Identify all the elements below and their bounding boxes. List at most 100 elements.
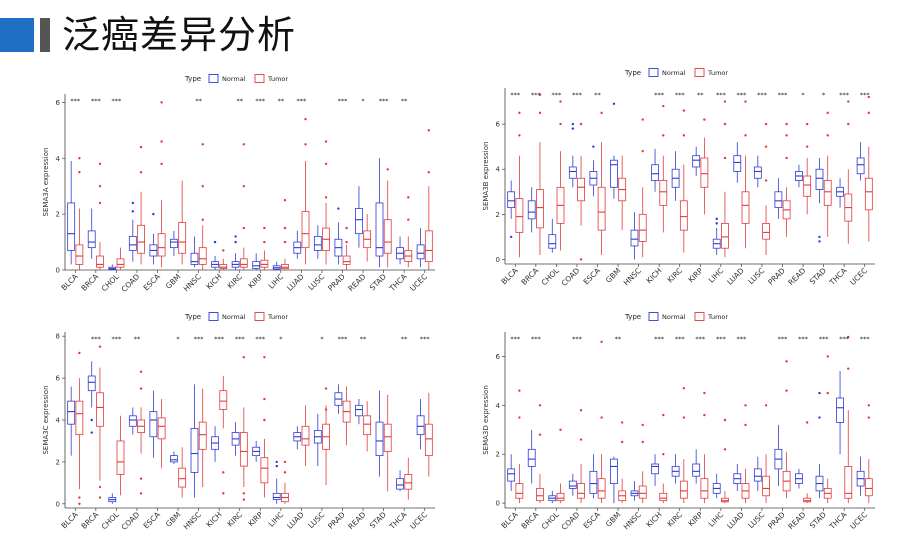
x-tick-label: HNSC <box>182 272 203 293</box>
box-normal <box>671 454 680 484</box>
outlier-point <box>620 440 624 444</box>
box-body <box>803 175 812 197</box>
outlier-point <box>579 409 583 412</box>
significance-label: *** <box>531 335 542 343</box>
box-tumor <box>281 460 289 504</box>
box-normal <box>231 235 240 270</box>
significance-label: *** <box>860 335 871 343</box>
outlier-point <box>324 140 328 143</box>
box-normal <box>774 178 783 219</box>
outlier-point <box>242 355 246 359</box>
box-body <box>597 478 606 499</box>
outlier-point <box>559 122 562 126</box>
outlier-point <box>703 413 706 417</box>
x-tick-label: READ <box>346 510 367 531</box>
outlier-point <box>304 117 307 121</box>
outlier-point <box>579 438 583 441</box>
outlier-point <box>98 345 102 348</box>
x-tick-label: THCA <box>827 265 849 287</box>
outlier-point <box>98 162 102 166</box>
box-body <box>252 261 261 270</box>
outlier-point <box>641 149 644 153</box>
outlier-point <box>518 134 521 137</box>
x-tick-label: UCEC <box>408 510 429 531</box>
x-tick-label: BLCA <box>59 271 80 292</box>
x-tick-label: STAD <box>368 272 388 292</box>
box-normal <box>836 371 844 455</box>
x-tick-label: GBM <box>164 510 183 529</box>
box-tumor <box>577 409 585 504</box>
significance-label: *** <box>675 91 686 99</box>
outlier-point <box>78 157 81 160</box>
x-tick-label: COAD <box>559 266 581 288</box>
box-tumor <box>762 404 770 504</box>
box-body <box>281 264 289 270</box>
chart-panel-sema3d: Type Normal Tumor 0 2 4 6 SEMA3D expression BLCA… <box>465 308 885 550</box>
x-tick-label: COAD <box>559 510 581 532</box>
box-normal <box>610 102 618 199</box>
box-normal <box>231 422 240 456</box>
significance-label: *** <box>338 97 349 105</box>
box-body <box>638 485 647 499</box>
x-tick-label: STAD <box>808 266 828 286</box>
box-body <box>342 255 351 265</box>
y-tick-label: 4 <box>56 417 61 425</box>
box-tumor <box>75 157 84 270</box>
box-tumor <box>178 447 187 498</box>
outlier-point <box>518 111 521 115</box>
box-tumor <box>137 145 145 265</box>
outlier-point <box>662 453 665 456</box>
box-body <box>355 208 363 235</box>
y-tick-label: 6 <box>496 353 501 361</box>
outlier-point <box>518 389 521 392</box>
outlier-point <box>620 421 624 424</box>
outlier-point <box>509 235 513 239</box>
box-body <box>157 417 166 440</box>
box-tumor <box>638 423 647 504</box>
box-normal <box>334 207 343 265</box>
box-tumor <box>844 335 853 504</box>
box-body <box>416 244 425 260</box>
box-tumor <box>803 122 812 215</box>
significance-label: ** <box>401 97 408 105</box>
outlier-point <box>764 122 768 126</box>
box-normal <box>272 460 281 504</box>
x-tick-label: KIRP <box>246 510 265 529</box>
box-body <box>700 478 709 499</box>
box-tumor <box>556 100 565 251</box>
box-tumor <box>404 196 413 268</box>
legend-tumor-swatch <box>694 68 705 77</box>
significance-label: *** <box>194 335 205 343</box>
significance-label: *** <box>510 91 521 99</box>
legend-tumor-label: Tumor <box>707 313 728 321</box>
box-body <box>239 258 248 268</box>
outlier-point <box>345 240 348 244</box>
box-tumor <box>515 389 524 504</box>
x-tick-label: READ <box>786 266 807 287</box>
box-normal <box>856 142 865 181</box>
box-normal <box>733 142 742 183</box>
box-tumor <box>342 226 351 270</box>
significance-label: *** <box>695 335 706 343</box>
box-body <box>568 166 577 179</box>
box-tumor <box>281 198 289 270</box>
box-body <box>219 390 228 410</box>
outlier-point <box>847 100 850 103</box>
outlier-point <box>78 496 81 499</box>
outlier-point <box>641 118 644 121</box>
box-body <box>383 219 392 254</box>
outlier-point <box>139 387 143 390</box>
box-normal <box>568 122 577 188</box>
significance-label: *** <box>531 91 542 99</box>
outlier-point <box>785 360 788 363</box>
box-normal <box>795 468 803 489</box>
box-body <box>823 180 832 206</box>
x-tick-label: LUAD <box>725 266 746 287</box>
box-normal <box>416 399 425 450</box>
outlier-point <box>600 111 603 115</box>
x-tick-label: CHOL <box>540 509 562 531</box>
box-body <box>515 483 524 499</box>
box-normal <box>67 161 76 265</box>
significance-label: ** <box>236 97 243 105</box>
box-body <box>157 233 166 257</box>
